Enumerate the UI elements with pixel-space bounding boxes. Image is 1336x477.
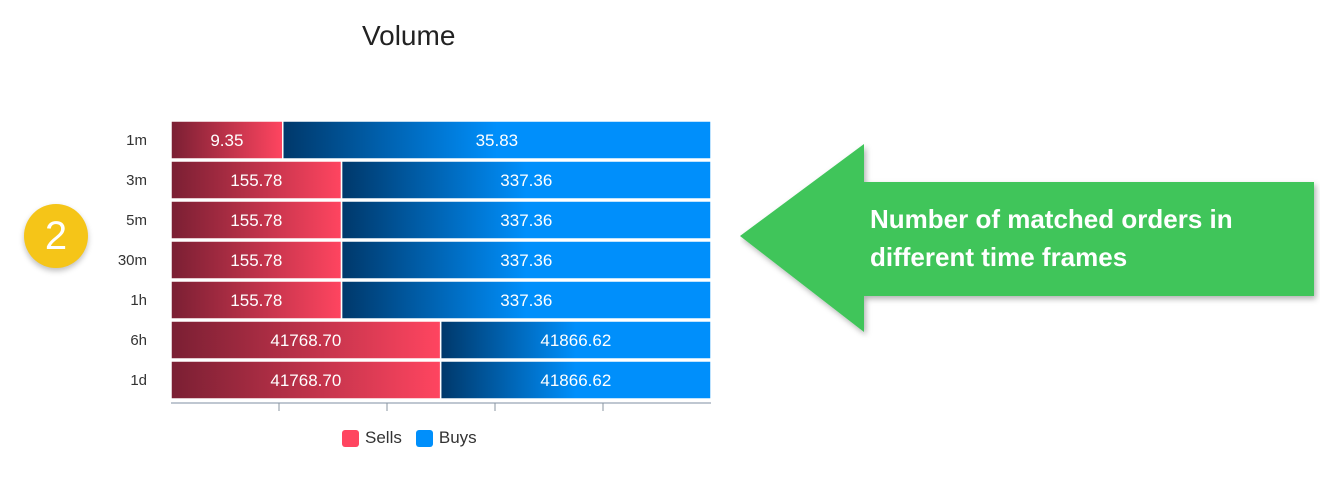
- legend-item-sells[interactable]: Sells: [342, 428, 402, 448]
- bar-buys[interactable]: [439, 360, 712, 400]
- data-label-sells: 155.78: [230, 251, 282, 270]
- legend-label-sells: Sells: [365, 428, 402, 447]
- y-axis-label: 1d: [130, 372, 147, 389]
- data-label-sells: 155.78: [230, 211, 282, 230]
- data-label-buys: 41866.62: [540, 331, 611, 350]
- data-label-sells: 155.78: [230, 171, 282, 190]
- y-axis-label: 6h: [130, 332, 147, 349]
- bar-buys[interactable]: [340, 280, 712, 320]
- chart-legend: Sells Buys: [342, 428, 491, 448]
- data-label-buys: 337.36: [500, 211, 552, 230]
- bar-sells[interactable]: [170, 240, 343, 280]
- legend-label-buys: Buys: [438, 428, 477, 447]
- bar-buys[interactable]: [340, 160, 712, 200]
- bar-sells[interactable]: [170, 360, 442, 400]
- step-number-badge: 2: [24, 204, 88, 268]
- data-label-sells: 155.78: [230, 291, 282, 310]
- bar-sells[interactable]: [170, 280, 343, 320]
- data-label-sells: 9.35: [210, 131, 243, 150]
- y-axis-label: 30m: [118, 252, 147, 269]
- bar-sells[interactable]: [170, 320, 442, 360]
- legend-swatch-buys: [415, 429, 433, 447]
- y-axis-label: 5m: [126, 212, 147, 229]
- data-label-sells: 41768.70: [270, 331, 341, 350]
- bar-sells[interactable]: [170, 120, 284, 160]
- callout-text: Number of matched orders in different ti…: [870, 204, 1233, 272]
- data-label-buys: 337.36: [500, 251, 552, 270]
- legend-item-buys[interactable]: Buys: [415, 428, 477, 448]
- bar-buys[interactable]: [340, 200, 712, 240]
- y-axis-label: 1m: [126, 132, 147, 149]
- data-label-buys: 337.36: [500, 171, 552, 190]
- bar-buys[interactable]: [282, 120, 712, 160]
- chart-title: Volume: [362, 20, 456, 51]
- arrow-shape: [740, 144, 1314, 332]
- bar-buys[interactable]: [439, 320, 712, 360]
- data-label-buys: 337.36: [500, 291, 552, 310]
- bar-buys[interactable]: [340, 240, 712, 280]
- left-arrow-callout: [740, 144, 1314, 332]
- y-axis-label: 3m: [126, 172, 147, 189]
- bar-sells[interactable]: [170, 200, 343, 240]
- data-label-buys: 35.83: [476, 131, 519, 150]
- legend-swatch-sells: [342, 429, 359, 447]
- y-axis-label: 1h: [130, 292, 147, 309]
- data-label-buys: 41866.62: [540, 371, 611, 390]
- data-label-sells: 41768.70: [270, 371, 341, 390]
